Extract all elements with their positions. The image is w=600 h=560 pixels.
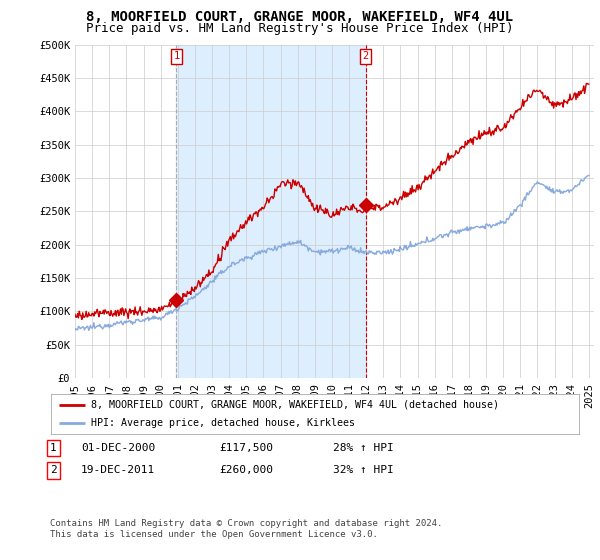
Text: £260,000: £260,000 <box>219 465 273 475</box>
Text: 19-DEC-2011: 19-DEC-2011 <box>81 465 155 475</box>
Text: HPI: Average price, detached house, Kirklees: HPI: Average price, detached house, Kirk… <box>91 418 355 428</box>
Bar <box>176 45 365 378</box>
Text: Contains HM Land Registry data © Crown copyright and database right 2024.
This d: Contains HM Land Registry data © Crown c… <box>50 519 442 539</box>
Text: 8, MOORFIELD COURT, GRANGE MOOR, WAKEFIELD, WF4 4UL (detached house): 8, MOORFIELD COURT, GRANGE MOOR, WAKEFIE… <box>91 400 499 409</box>
Text: 2: 2 <box>50 465 56 475</box>
Text: 1: 1 <box>173 52 179 62</box>
Text: 2: 2 <box>362 52 368 62</box>
Text: 32% ↑ HPI: 32% ↑ HPI <box>333 465 394 475</box>
Text: £117,500: £117,500 <box>219 443 273 453</box>
Text: 01-DEC-2000: 01-DEC-2000 <box>81 443 155 453</box>
Text: 28% ↑ HPI: 28% ↑ HPI <box>333 443 394 453</box>
Text: Price paid vs. HM Land Registry's House Price Index (HPI): Price paid vs. HM Land Registry's House … <box>86 22 514 35</box>
Text: 8, MOORFIELD COURT, GRANGE MOOR, WAKEFIELD, WF4 4UL: 8, MOORFIELD COURT, GRANGE MOOR, WAKEFIE… <box>86 10 514 24</box>
Text: 1: 1 <box>50 443 56 453</box>
